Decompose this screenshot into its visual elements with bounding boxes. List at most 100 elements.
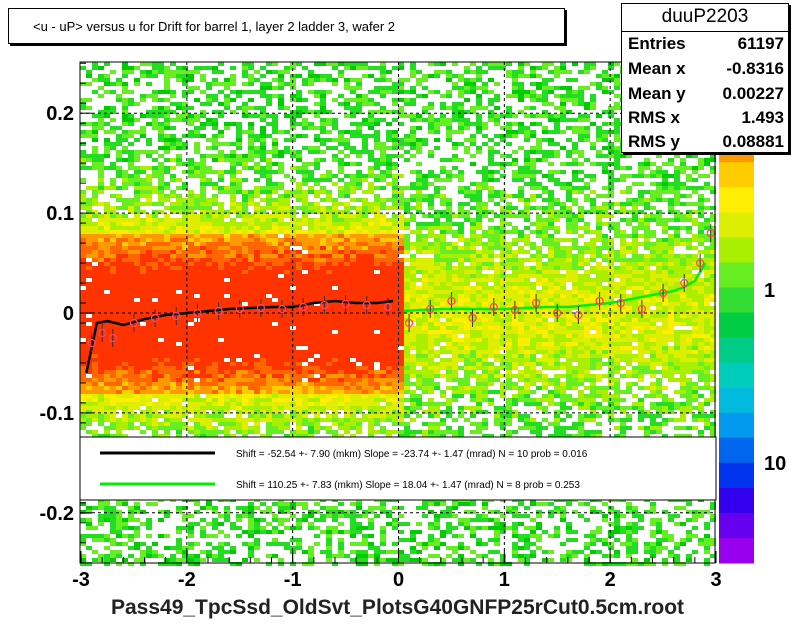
heatmap-cell [92, 270, 98, 274]
heatmap-cell [188, 294, 194, 298]
heatmap-cell [218, 378, 224, 382]
heatmap-cell [380, 142, 386, 146]
heatmap-cell [284, 330, 290, 334]
heatmap-cell [230, 378, 236, 382]
heatmap-cell [176, 282, 182, 286]
heatmap-cell [92, 370, 98, 374]
heatmap-cell [194, 558, 200, 562]
heatmap-cell [104, 382, 110, 386]
heatmap-cell [140, 542, 146, 546]
heatmap-cell [146, 402, 152, 406]
heatmap-cell [248, 270, 254, 274]
heatmap-cell [236, 354, 242, 358]
heatmap-cell [92, 266, 98, 270]
heatmap-cell [134, 118, 140, 122]
heatmap-cell [266, 522, 272, 526]
heatmap-cell [212, 202, 218, 206]
heatmap-cell [398, 258, 404, 262]
heatmap-cell [86, 270, 92, 274]
heatmap-cell [386, 234, 392, 238]
heatmap-cell [104, 150, 110, 154]
heatmap-cell [314, 290, 320, 294]
heatmap-cell [164, 370, 170, 374]
heatmap-cell [122, 134, 128, 138]
heatmap-cell [200, 330, 206, 334]
heatmap-cell [380, 290, 386, 294]
heatmap-cell [158, 154, 164, 158]
heatmap-cell [392, 294, 398, 298]
heatmap-cell [272, 138, 278, 142]
heatmap-cell [302, 122, 308, 126]
heatmap-cell [266, 562, 272, 566]
heatmap-cell [194, 146, 200, 150]
heatmap-cell [188, 326, 194, 330]
heatmap-cell [296, 98, 302, 102]
heatmap-cell [104, 222, 110, 226]
heatmap-cell [182, 230, 188, 234]
heatmap-cell [278, 346, 284, 350]
heatmap-cell [98, 554, 104, 558]
heatmap-cell [254, 302, 260, 306]
heatmap-cell [398, 114, 404, 118]
heatmap-cell [92, 222, 98, 226]
heatmap-cell [104, 274, 110, 278]
heatmap-cell [164, 258, 170, 262]
heatmap-cell [254, 278, 260, 282]
heatmap-cell [242, 514, 248, 518]
heatmap-cell [284, 394, 290, 398]
heatmap-cell [212, 218, 218, 222]
heatmap-cell [248, 330, 254, 334]
heatmap-cell [176, 106, 182, 110]
heatmap-cell [290, 334, 296, 338]
heatmap-cell [278, 402, 284, 406]
heatmap-cell [92, 410, 98, 414]
heatmap-cell [116, 186, 122, 190]
heatmap-cell [116, 346, 122, 350]
heatmap-cell [248, 374, 254, 378]
heatmap-cell [200, 286, 206, 290]
heatmap-cell [338, 326, 344, 330]
heatmap-cell [182, 366, 188, 370]
heatmap-cell [152, 390, 158, 394]
heatmap-cell [362, 394, 368, 398]
heatmap-cell [272, 242, 278, 246]
heatmap-cell [200, 178, 206, 182]
heatmap-cell [374, 254, 380, 258]
heatmap-cell [170, 290, 176, 294]
heatmap-cell [398, 282, 404, 286]
heatmap-cell [332, 206, 338, 210]
heatmap-cell [236, 406, 242, 410]
heatmap-cell [350, 302, 356, 306]
heatmap-cell [104, 230, 110, 234]
heatmap-cell [302, 286, 308, 290]
heatmap-cell [272, 358, 278, 362]
heatmap-cell [344, 258, 350, 262]
heatmap-cell [98, 534, 104, 538]
heatmap-cell [332, 418, 338, 422]
heatmap-cell [266, 82, 272, 86]
heatmap-cell [80, 330, 86, 334]
heatmap-cell [374, 358, 380, 362]
heatmap-cell [200, 258, 206, 262]
heatmap-cell [272, 258, 278, 262]
heatmap-cell [200, 194, 206, 198]
heatmap-cell [200, 174, 206, 178]
heatmap-cell [128, 158, 134, 162]
heatmap-cell [350, 334, 356, 338]
heatmap-cell [398, 154, 404, 158]
heatmap-cell [200, 198, 206, 202]
heatmap-cell [152, 418, 158, 422]
heatmap-cell [362, 366, 368, 370]
heatmap-cell [302, 318, 308, 322]
heatmap-cell [326, 394, 332, 398]
heatmap-cell [110, 542, 116, 546]
heatmap-cell [392, 406, 398, 410]
heatmap-cell [380, 502, 386, 506]
heatmap-cell [392, 298, 398, 302]
heatmap-cell [374, 290, 380, 294]
heatmap-cell [164, 266, 170, 270]
heatmap-cell [308, 122, 314, 126]
heatmap-cell [230, 338, 236, 342]
heatmap-cell [80, 250, 86, 254]
heatmap-cell [374, 122, 380, 126]
